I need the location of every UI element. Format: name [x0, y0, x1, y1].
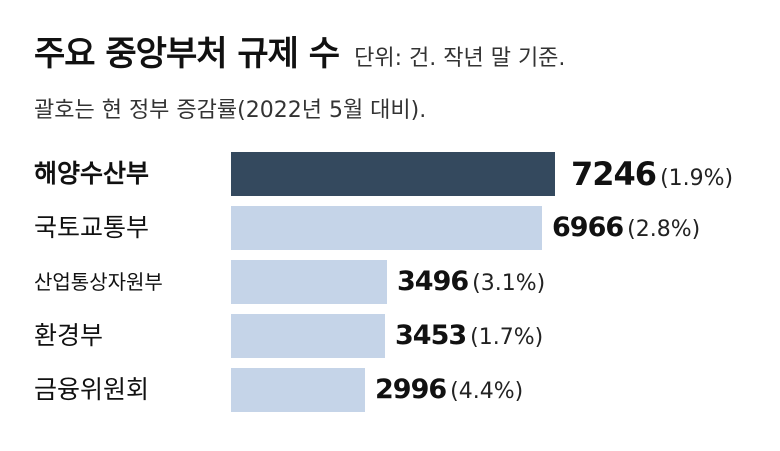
value-label: 3496 (3.1%) — [397, 260, 545, 304]
value-number: 7246 — [571, 155, 657, 193]
change-label: (1.9%) — [660, 166, 734, 191]
bar-row: 국토교통부 6966 (2.8%) — [0, 206, 780, 250]
category-label: 해양수산부 — [34, 159, 150, 188]
category-label: 환경부 — [34, 321, 104, 350]
bar-row: 산업통상자원부 3496 (3.1%) — [0, 260, 780, 304]
bar-row: 금융위원회 2996 (4.4%) — [0, 368, 780, 412]
title-row: 주요 중앙부처 규제 수 단위: 건. 작년 말 기준. — [34, 26, 565, 75]
value-label: 3453 (1.7%) — [395, 314, 543, 358]
change-label: (4.4%) — [450, 379, 524, 404]
chart-title: 주요 중앙부처 규제 수 — [34, 34, 340, 74]
bar-row: 해양수산부 7246 (1.9%) — [0, 152, 780, 196]
bar — [231, 368, 365, 412]
value-number: 6966 — [552, 212, 624, 243]
value-label: 2996 (4.4%) — [375, 368, 523, 412]
category-label: 국토교통부 — [34, 213, 150, 242]
bar-row: 환경부 3453 (1.7%) — [0, 314, 780, 358]
bar — [231, 314, 385, 358]
bar — [231, 260, 387, 304]
change-label: (2.8%) — [627, 217, 701, 242]
bar — [231, 152, 555, 196]
unit-note: 단위: 건. 작년 말 기준. — [354, 46, 566, 71]
value-number: 2996 — [375, 374, 447, 405]
value-label: 7246 (1.9%) — [571, 152, 733, 196]
change-label: (3.1%) — [472, 271, 546, 296]
value-label: 6966 (2.8%) — [552, 206, 700, 250]
chart-subtitle: 괄호는 현 정부 증감률(2022년 5월 대비). — [34, 98, 427, 123]
category-label: 금융위원회 — [34, 375, 150, 404]
bar — [231, 206, 542, 250]
value-number: 3496 — [397, 266, 469, 297]
value-number: 3453 — [395, 320, 467, 351]
category-label: 산업통상자원부 — [34, 270, 163, 294]
change-label: (1.7%) — [470, 325, 544, 350]
